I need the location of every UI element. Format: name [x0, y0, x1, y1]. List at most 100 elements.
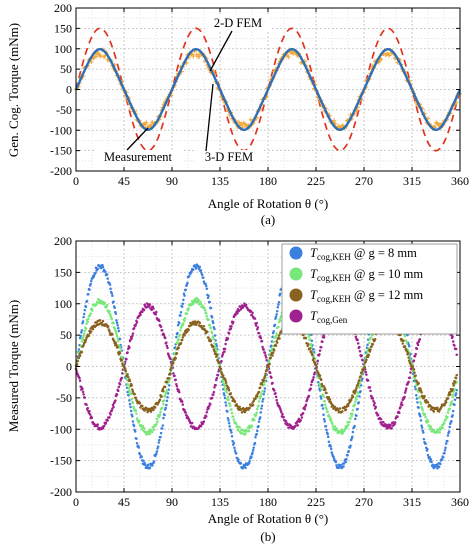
- data-point: [227, 419, 230, 422]
- data-point: [453, 388, 457, 391]
- data-point: [335, 464, 338, 467]
- data-point: [454, 376, 458, 380]
- data-point: [331, 422, 334, 426]
- data-point: [278, 337, 281, 340]
- legend-marker: [289, 246, 303, 260]
- x-tick-label: 90: [166, 495, 178, 509]
- data-point: [152, 307, 155, 310]
- data-point: [450, 402, 453, 405]
- data-point: [212, 393, 215, 396]
- data-point: [160, 406, 164, 410]
- data-point: [325, 407, 328, 411]
- data-point: [408, 376, 412, 379]
- data-point: [115, 319, 118, 322]
- data-point: [428, 427, 432, 431]
- data-point: [453, 344, 456, 347]
- data-point: [238, 426, 241, 429]
- data-point: [179, 311, 183, 314]
- data-point: [371, 333, 374, 337]
- data-point: [183, 294, 186, 297]
- data-point: [431, 463, 434, 467]
- measurement-point: [378, 57, 384, 62]
- legend-label: Tcog,KEH @ g = 12 mm: [310, 288, 423, 304]
- data-point: [209, 402, 212, 406]
- data-point: [178, 321, 181, 325]
- data-point: [366, 355, 370, 359]
- data-point: [446, 434, 450, 437]
- data-point: [162, 416, 165, 420]
- data-point: [77, 348, 81, 351]
- data-point: [148, 466, 152, 470]
- data-point: [419, 402, 423, 406]
- data-point: [421, 408, 424, 412]
- data-point: [88, 410, 91, 413]
- data-point: [128, 389, 131, 392]
- data-point: [349, 417, 352, 420]
- data-point: [444, 446, 447, 449]
- x-tick-label: 270: [355, 174, 373, 188]
- data-point: [406, 351, 410, 355]
- data-point: [88, 288, 91, 292]
- data-point: [162, 390, 165, 393]
- data-point: [201, 304, 204, 308]
- data-point: [369, 336, 373, 340]
- legend-item-gen: Tcog,Gen: [289, 309, 348, 325]
- data-point: [353, 403, 356, 406]
- data-point: [178, 390, 181, 394]
- data-point: [108, 416, 111, 419]
- data-point: [173, 374, 176, 378]
- annotation-3d-fem-text: 3-D FEM: [205, 150, 253, 164]
- data-point: [168, 372, 172, 375]
- data-point: [451, 395, 454, 399]
- data-point: [83, 396, 87, 399]
- annotation-2d-fem-box: [205, 15, 271, 30]
- data-point: [311, 354, 314, 357]
- legend-subscript: cog,KEH: [317, 273, 351, 283]
- data-point: [251, 451, 254, 454]
- data-point: [277, 325, 280, 329]
- data-point: [131, 388, 134, 391]
- data-point: [86, 320, 89, 323]
- x-tick-label: 90: [166, 174, 178, 188]
- data-point: [308, 338, 312, 341]
- data-point: [303, 408, 307, 411]
- legend-marker: [289, 288, 303, 302]
- data-point: [202, 420, 206, 423]
- data-point: [446, 397, 450, 400]
- data-point: [223, 396, 227, 400]
- data-point: [452, 384, 456, 387]
- data-point: [272, 330, 275, 333]
- data-point: [284, 419, 288, 423]
- data-point: [407, 344, 411, 348]
- data-point: [200, 273, 204, 277]
- data-point: [413, 354, 417, 358]
- legend-subscript: cog,Gen: [317, 315, 348, 325]
- data-point: [213, 342, 216, 345]
- data-point: [325, 428, 328, 432]
- data-point: [232, 418, 236, 421]
- data-point: [190, 421, 194, 425]
- data-point: [213, 386, 216, 389]
- chart-b-y-axis-label: Measured Torque (mNm): [6, 300, 21, 432]
- data-point: [230, 408, 233, 411]
- data-point: [181, 403, 185, 406]
- data-point: [229, 404, 232, 408]
- data-point: [139, 313, 142, 317]
- data-point: [214, 383, 217, 387]
- y-tick-label: 100: [54, 42, 72, 56]
- data-point: [155, 452, 158, 455]
- data-point: [318, 353, 321, 356]
- data-point: [128, 402, 132, 406]
- data-point: [336, 408, 340, 412]
- data-point: [327, 440, 331, 444]
- data-point: [277, 334, 281, 337]
- data-point: [252, 446, 256, 449]
- data-point: [207, 407, 210, 410]
- data-point: [244, 466, 247, 470]
- data-point: [363, 365, 366, 369]
- data-point: [87, 292, 90, 296]
- data-point: [155, 310, 158, 314]
- data-point: [450, 419, 453, 423]
- legend-tail: @ g = 10 mm: [351, 267, 424, 281]
- data-point: [82, 334, 85, 337]
